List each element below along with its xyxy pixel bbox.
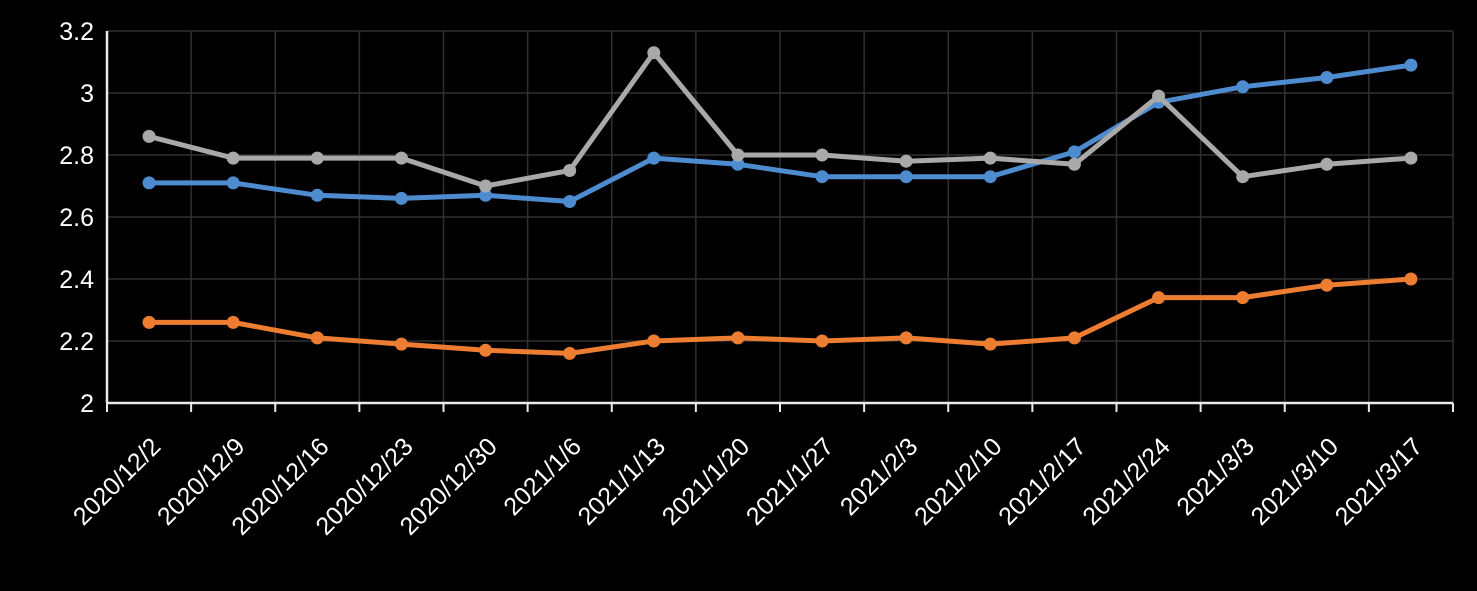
series-gray-point	[1404, 151, 1418, 165]
series-gray-point	[983, 151, 997, 165]
series-orange-point	[899, 331, 913, 345]
series-orange-point	[983, 337, 997, 351]
series-gray-point	[563, 164, 577, 177]
series-gray	[142, 46, 1418, 193]
y-axis-label: 3	[80, 80, 94, 108]
y-axis-labels: 3.2 3 2.8 2.6 2.4 2.2 2	[59, 18, 94, 418]
series-gray-point	[647, 46, 661, 60]
y-axis-label: 2.4	[59, 266, 94, 294]
axes	[105, 31, 1454, 412]
series-orange-point	[815, 334, 829, 348]
series-blue-point	[647, 151, 661, 165]
series-blue-point	[226, 176, 240, 190]
series-orange-point	[731, 331, 745, 345]
series-orange-point	[1404, 272, 1418, 286]
series-blue-point	[563, 195, 577, 208]
series-orange-point	[394, 337, 408, 351]
series-gray-point	[1152, 89, 1166, 103]
series-orange-line	[146, 276, 1414, 356]
series-orange-point	[1320, 278, 1334, 292]
series-gray-point	[899, 154, 913, 168]
series-orange-point	[479, 343, 493, 357]
series-blue	[142, 58, 1418, 208]
series-orange-point	[1152, 291, 1166, 305]
series-blue-point	[1067, 145, 1081, 159]
series-gray-point	[815, 148, 829, 162]
y-axis-label: 2.8	[59, 142, 94, 170]
series-blue-point	[1320, 71, 1334, 84]
series-orange-point	[142, 315, 156, 329]
series-orange-point	[226, 315, 240, 329]
series-gray-point	[310, 151, 324, 165]
series-gray-point	[731, 148, 745, 162]
series-orange-point	[310, 331, 324, 345]
y-axis-label: 2.6	[59, 204, 94, 232]
series-blue-point	[1404, 58, 1418, 72]
series-gray-point	[479, 179, 493, 193]
y-axis-label: 3.2	[59, 18, 94, 46]
series-blue-point	[815, 170, 829, 184]
series-blue-point	[899, 170, 913, 184]
series-orange	[142, 272, 1418, 360]
series-gray-point	[142, 129, 156, 143]
series-gray-point	[1320, 157, 1334, 171]
series-gray-line	[146, 50, 1414, 189]
series-orange-point	[563, 346, 577, 360]
series-blue-point	[310, 188, 324, 202]
series-blue-line	[146, 62, 1414, 204]
y-axis-label: 2.2	[59, 328, 94, 356]
series-orange-point	[647, 334, 661, 348]
series-orange-point	[1067, 331, 1081, 345]
series-gray-point	[226, 151, 240, 165]
series-blue-point	[479, 188, 493, 202]
series-orange-point	[1236, 291, 1250, 305]
series-gray-point	[394, 151, 408, 165]
series-blue-point	[1236, 80, 1250, 94]
series-blue-point	[394, 191, 408, 205]
series-gray-point	[1236, 170, 1250, 184]
series-gray-point	[1067, 157, 1081, 171]
series-blue-point	[983, 170, 997, 184]
y-axis-label: 2	[80, 390, 94, 418]
series-blue-point	[731, 157, 745, 171]
series-blue-point	[142, 176, 156, 190]
